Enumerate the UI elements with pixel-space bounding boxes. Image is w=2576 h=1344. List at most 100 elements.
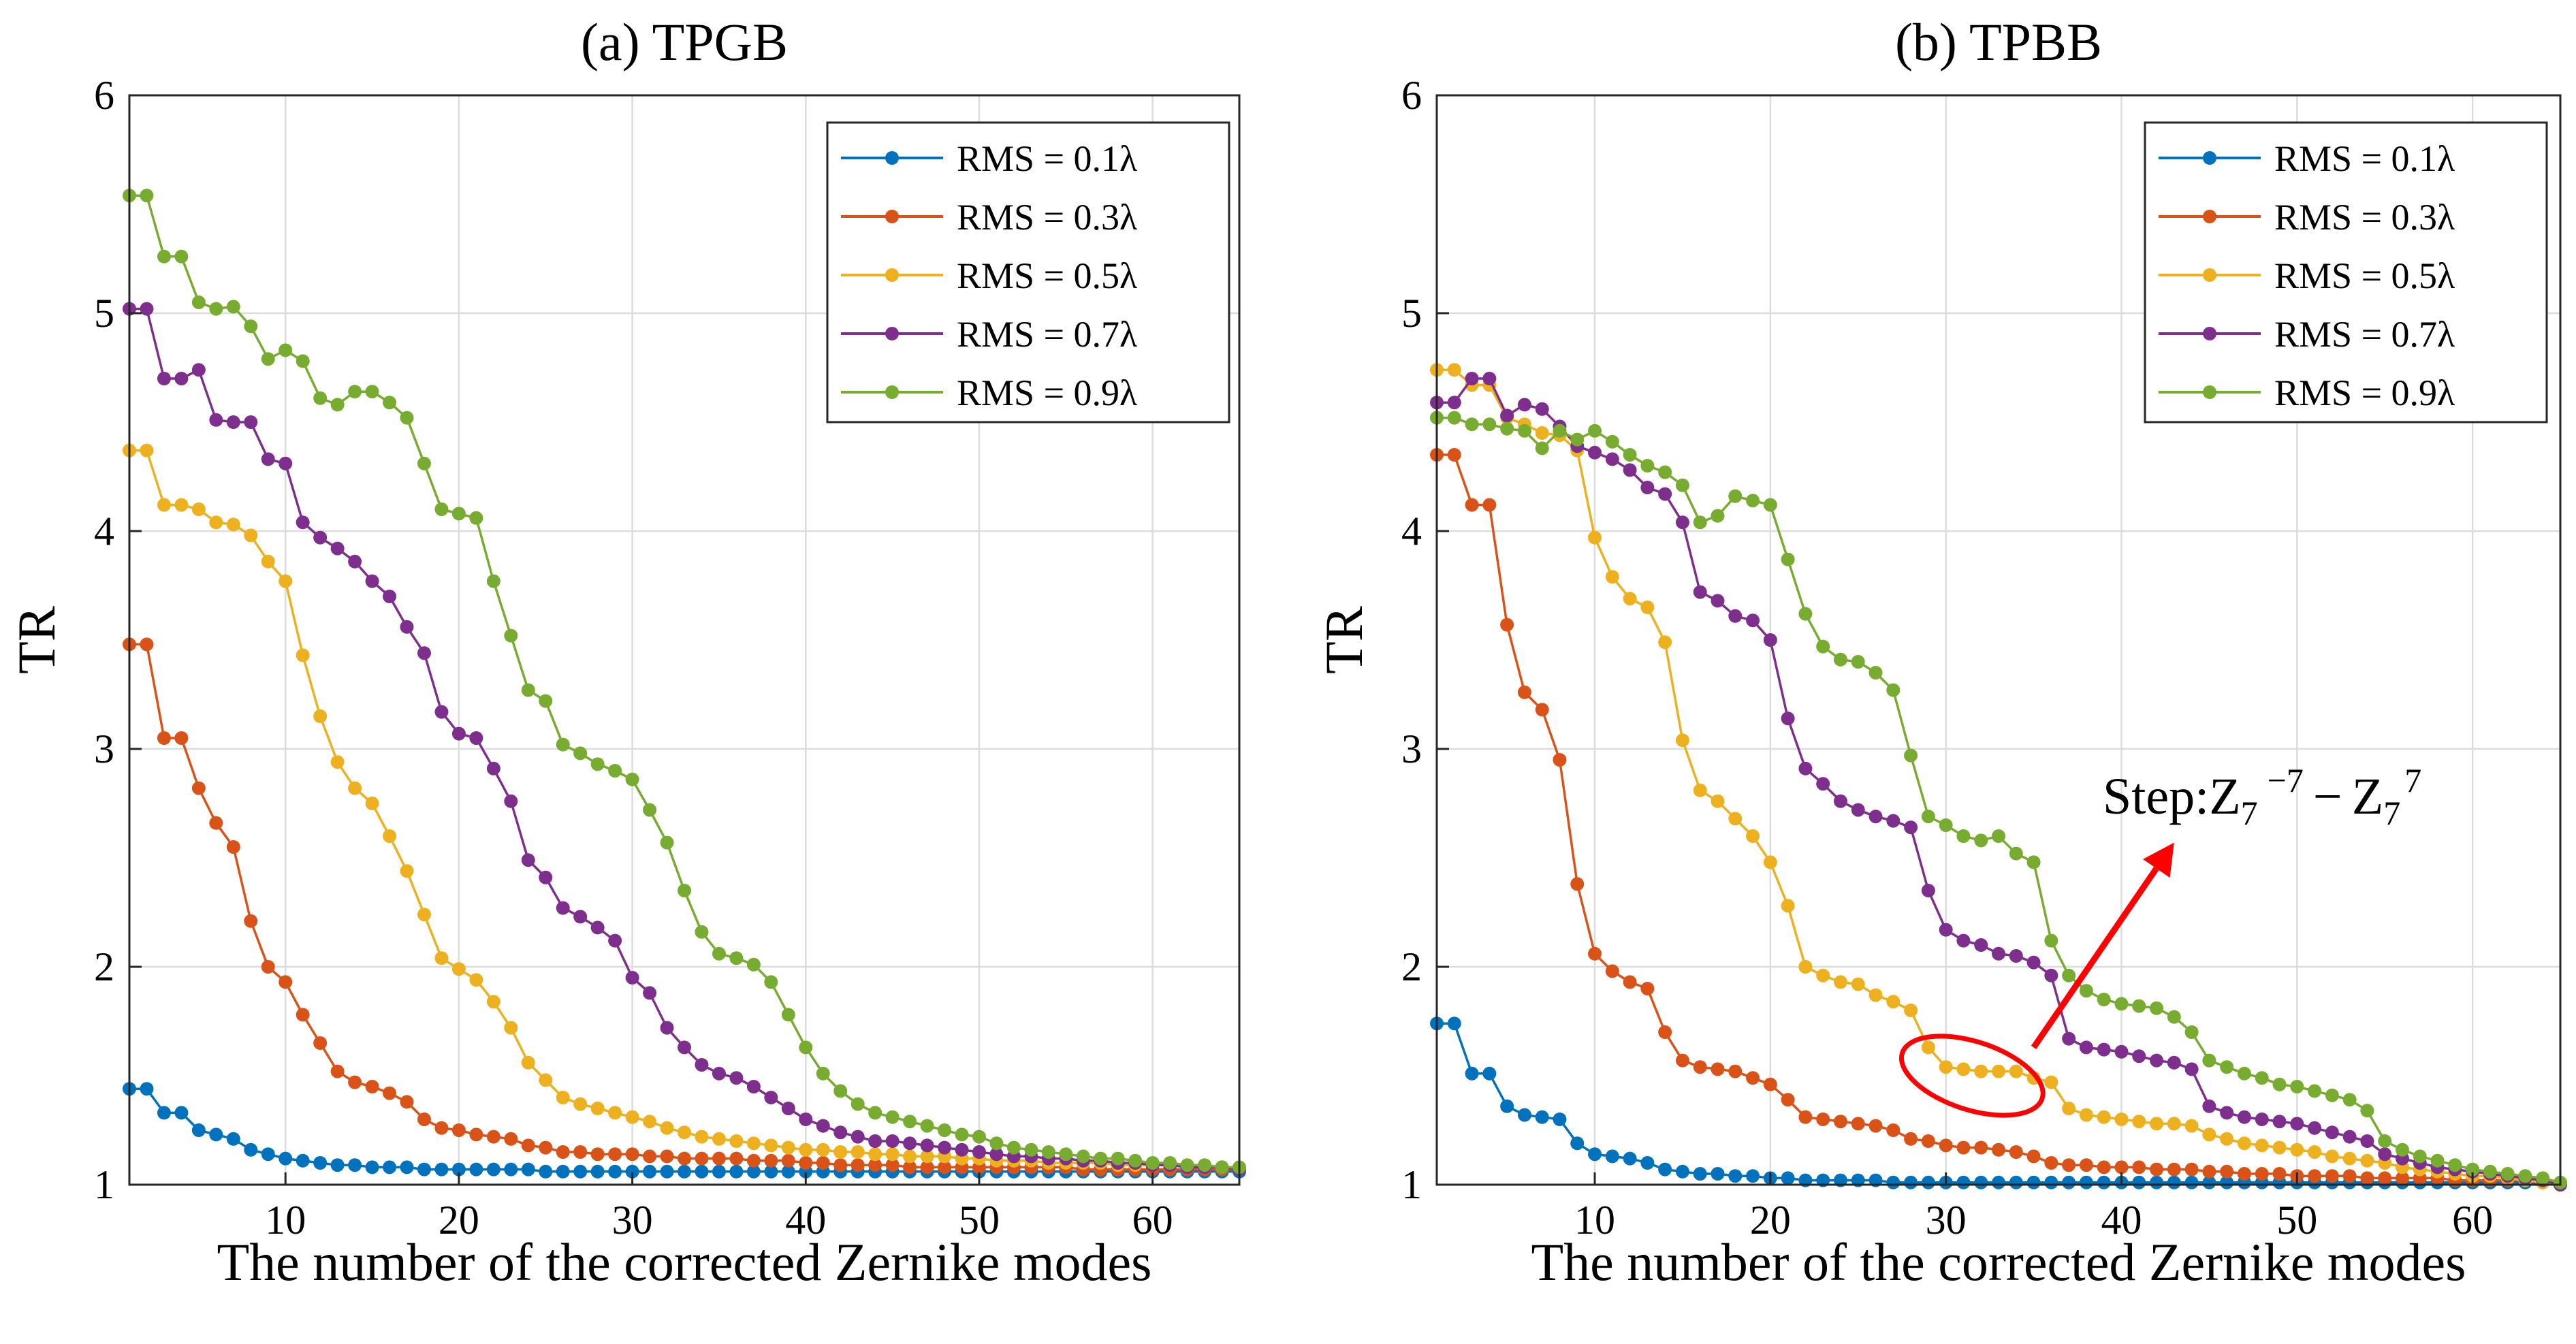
panel-b-series-0-point <box>2184 1175 2199 1189</box>
panel-a-series-2-point <box>348 781 362 795</box>
panel-b-series-2-point <box>2342 1151 2357 1166</box>
panel-a-series-2-point <box>712 1132 726 1146</box>
panel-a-y-tick-label-4: 4 <box>94 509 114 554</box>
panel-b-series-1-point <box>1675 1053 1689 1068</box>
panel-b-series-0-point <box>2079 1175 2093 1189</box>
panel-b-title: (b) TPBB <box>1895 12 2102 71</box>
panel-a-series-2-point <box>157 498 171 512</box>
panel-b-x-tick-label-60: 60 <box>2452 1198 2493 1243</box>
panel-b-series-1-point <box>2026 1149 2041 1164</box>
panel-b-series-4-point <box>1746 494 1760 508</box>
panel-b-x-axis-label: The number of the corrected Zernike mode… <box>1531 1232 2466 1292</box>
panel-b-series-3-point <box>2342 1130 2357 1144</box>
panel-b-legend-label-0: RMS = 0.1λ <box>2274 138 2455 179</box>
panel-b-series-1-point <box>1658 1025 1672 1039</box>
panel-b-series-2-point <box>2220 1132 2234 1146</box>
panel-a-series-3-point <box>972 1145 986 1159</box>
panel-b-series-3-point <box>2167 1055 2181 1070</box>
panel-a-series-1-point <box>209 816 223 830</box>
panel-a-series-3-point <box>451 726 466 741</box>
panel-a-y-axis-label: TR <box>7 606 66 674</box>
panel-a-series-3-point <box>539 870 553 884</box>
panel-b-series-1-point <box>2167 1162 2181 1177</box>
panel-b-series-4-point <box>1781 552 1795 566</box>
panel-a-series-2-point <box>573 1097 588 1111</box>
panel-a-series-4-point <box>573 746 588 761</box>
panel-b-series-4-point <box>1570 432 1585 447</box>
panel-a-series-2-point <box>451 962 466 976</box>
panel-b-legend-entry-0: RMS = 0.1λ <box>2159 138 2455 179</box>
panel-b-legend-marker-1 <box>2203 210 2216 223</box>
panel-a-series-3-point <box>174 372 189 385</box>
panel-a-series-2-point <box>903 1149 917 1164</box>
panel-a-series-1-point <box>868 1158 882 1172</box>
panel-a-series-0-point <box>191 1123 206 1137</box>
panel-b-series-2-point <box>1992 1064 2005 1078</box>
panel-a-series-3-point <box>330 541 345 556</box>
panel-a-series-4-point <box>1024 1142 1038 1157</box>
panel-b-series-1-point <box>2062 1158 2076 1172</box>
panel-b-legend-marker-3 <box>2203 327 2216 340</box>
panel-a-series-3-point <box>955 1142 969 1157</box>
panel-b-series-1-point <box>2132 1160 2146 1174</box>
annotation-z2-sub: 7 <box>2383 794 2400 832</box>
panel-b-series-3-point <box>1623 463 1637 477</box>
panel-b-series-3-point <box>1658 487 1672 501</box>
panel-a-series-4-point <box>191 295 206 309</box>
panel-b-series-4-point <box>2360 1104 2374 1118</box>
panel-b-series-3-point <box>2150 1053 2164 1068</box>
panel-b-series-0-point <box>1886 1175 1901 1189</box>
panel-b-series-1-point <box>1781 1093 1795 1107</box>
panel-b-series-2-point <box>1640 601 1655 614</box>
panel-a-series-1-point <box>799 1156 813 1170</box>
panel-b-series-0-point <box>2167 1175 2181 1189</box>
panel-b-series-4-point <box>2500 1167 2515 1181</box>
panel-a-series-0-point <box>643 1164 657 1179</box>
panel-b-series-0-point <box>1517 1108 1531 1122</box>
panel-a-series-3-point <box>660 1021 674 1035</box>
panel-b-series-1-point <box>1640 982 1655 995</box>
panel-a-series-0-point <box>660 1164 674 1179</box>
annotation-arrow <box>2031 866 2159 1049</box>
panel-a-series-2-point <box>590 1102 605 1115</box>
panel-a-series-4-point <box>678 884 691 897</box>
panel-a-series-1-point <box>556 1145 570 1159</box>
panel-a-x-tick-label-40: 40 <box>785 1198 826 1243</box>
annotation-text: Step:Z7−7− Z77 <box>2103 761 2421 832</box>
panel-a-series-4-point <box>799 1040 813 1055</box>
panel-a-series-1-line <box>129 643 1239 1171</box>
panel-b-series-2-point <box>2360 1153 2374 1168</box>
panel-a-series-3-point <box>261 452 275 466</box>
panel-a-series-4-point <box>296 354 310 368</box>
panel-b-series-2-point <box>1746 829 1760 843</box>
panel-b-series-0-point <box>1482 1066 1497 1081</box>
panel-b-series-0-point <box>2202 1175 2216 1189</box>
panel-a-series-4-point <box>1076 1149 1090 1164</box>
panel-b-series-2-point <box>2272 1140 2287 1155</box>
panel-b-series-1-point <box>1921 1134 1935 1148</box>
panel-a-series-1-point <box>279 975 293 989</box>
panel-a-series-2-point <box>521 1055 535 1070</box>
panel-a-series-0-point <box>348 1158 362 1172</box>
panel-a-series-3-point <box>226 415 240 429</box>
panel-a-series-2-point <box>729 1134 744 1148</box>
panel-a-series-4-point <box>643 803 657 817</box>
panel-b-series-4-point <box>2184 1025 2199 1039</box>
panel-b-series-0-point <box>2220 1175 2234 1189</box>
panel-b-series-2-point <box>1798 960 1813 974</box>
panel-b-series-1-point <box>2079 1158 2093 1172</box>
panel-a-series-0-point <box>678 1164 691 1179</box>
panel-b-series-3-point <box>1500 409 1514 423</box>
panel-a-series-4-point <box>989 1136 1004 1151</box>
panel-a-x-tick-label-50: 50 <box>959 1198 1000 1243</box>
panel-b-series-1-point <box>2272 1167 2287 1181</box>
panel-b-series-4-point <box>2325 1088 2339 1102</box>
panel-a-series-0-point <box>330 1158 345 1172</box>
panel-a-series-1-point <box>712 1151 726 1166</box>
panel-a-series-1-point <box>643 1149 657 1164</box>
panel-a-series-4-point <box>434 502 449 516</box>
panel-b-series-4-point <box>1640 459 1655 473</box>
panel-a-series-0-point <box>746 1164 761 1179</box>
panel-b-series-2-point <box>1781 899 1795 913</box>
panel-a-series-3-point <box>383 590 397 603</box>
